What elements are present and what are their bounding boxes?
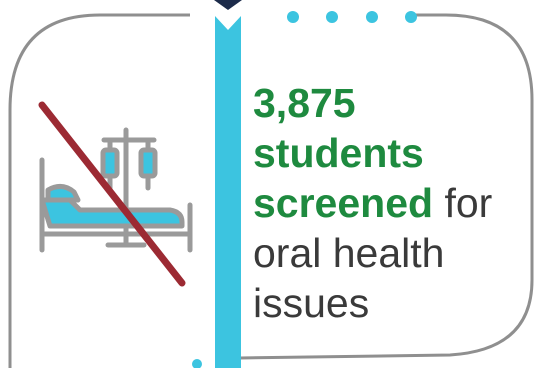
stat-line-oral: oral health [253,230,445,276]
accent-bar [215,16,241,368]
no-symbol-strike [38,101,186,287]
card-frame-right [239,13,534,360]
stat-line-issues: issues [253,280,370,326]
stat-highlight-screened: screened [253,180,434,226]
card-frame-left [8,13,190,368]
hospital-bed-icon [39,127,193,253]
bar-dot [192,359,202,368]
dot-row [287,11,417,23]
stat-number: 3,875 [253,80,356,126]
stat-highlight-students: students [253,130,424,176]
chevron-marker [214,0,242,10]
stat-text: 3,875 students screened for oral health … [253,78,543,328]
stat-for: for [444,180,493,226]
